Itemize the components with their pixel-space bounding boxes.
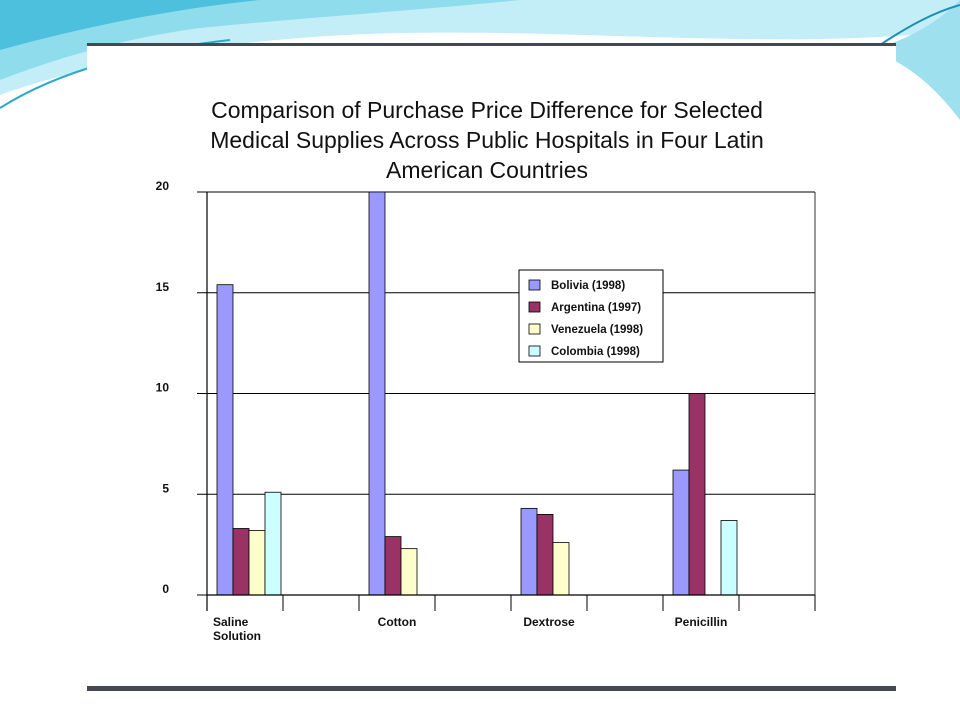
chart-title-line: American Countries [386, 157, 588, 183]
wave-top-mid [0, 0, 520, 80]
legend-swatch [528, 279, 541, 291]
y-tick-label: 15 [156, 280, 170, 294]
bar-chart: Comparison of Purchase Price Difference … [156, 97, 816, 643]
legend-label: Colombia (1998) [551, 346, 640, 358]
y-tick-label: 0 [162, 582, 169, 596]
bar-bolivia-saline-solution [216, 284, 234, 596]
y-axis-ticks: 0 5 10 15 20 [156, 179, 170, 596]
legend-box [518, 269, 664, 363]
bar-venezuela-cotton [400, 548, 418, 596]
axes [206, 192, 816, 611]
legend-label: Argentina (1997) [551, 302, 641, 314]
chart-title: Comparison of Purchase Price Difference … [210, 97, 764, 183]
bar-argentina-dextrose [536, 513, 554, 596]
x-category-label: Solution [213, 629, 261, 643]
wave-right [870, 0, 960, 120]
chart-title-line: Medical Supplies Across Public Hospitals… [210, 127, 764, 153]
legend-label: Venezuela (1998) [551, 324, 643, 336]
x-category-label: Dextrose [523, 615, 575, 629]
bars [216, 191, 738, 596]
bar-argentina-cotton [384, 536, 402, 596]
x-category-label: Saline [213, 615, 249, 629]
gridlines [197, 191, 815, 596]
bar-colombia-penicillin [720, 520, 738, 596]
wave-swirl-line-right [879, 4, 960, 46]
legend-swatch [528, 345, 541, 357]
y-tick-label: 20 [156, 179, 170, 193]
bar-bolivia-dextrose [520, 507, 538, 596]
slide-panel: Comparison of Purchase Price Difference … [87, 43, 896, 691]
bar-bolivia-penicillin [672, 469, 690, 596]
y-tick-label: 5 [162, 481, 169, 495]
legend-swatch [528, 323, 541, 335]
y-tick-label: 10 [156, 381, 170, 395]
legend-label: Bolivia (1998) [551, 280, 625, 292]
x-category-label: Cotton [378, 615, 417, 629]
wave-top-dark [0, 0, 260, 50]
bar-venezuela-saline-solution [248, 530, 266, 596]
bar-argentina-saline-solution [232, 528, 250, 596]
legend-swatch [528, 301, 541, 313]
legend: Bolivia (1998) Argentina (1997) Venezuela … [518, 269, 664, 363]
bar-colombia-saline-solution [264, 491, 282, 596]
bar-venezuela-dextrose [552, 542, 570, 596]
bar-argentina-penicillin [688, 393, 706, 596]
x-category-label: Penicillin [675, 615, 728, 629]
chart-title-line: Comparison of Purchase Price Difference … [211, 97, 763, 123]
bar-bolivia-cotton [368, 191, 386, 596]
